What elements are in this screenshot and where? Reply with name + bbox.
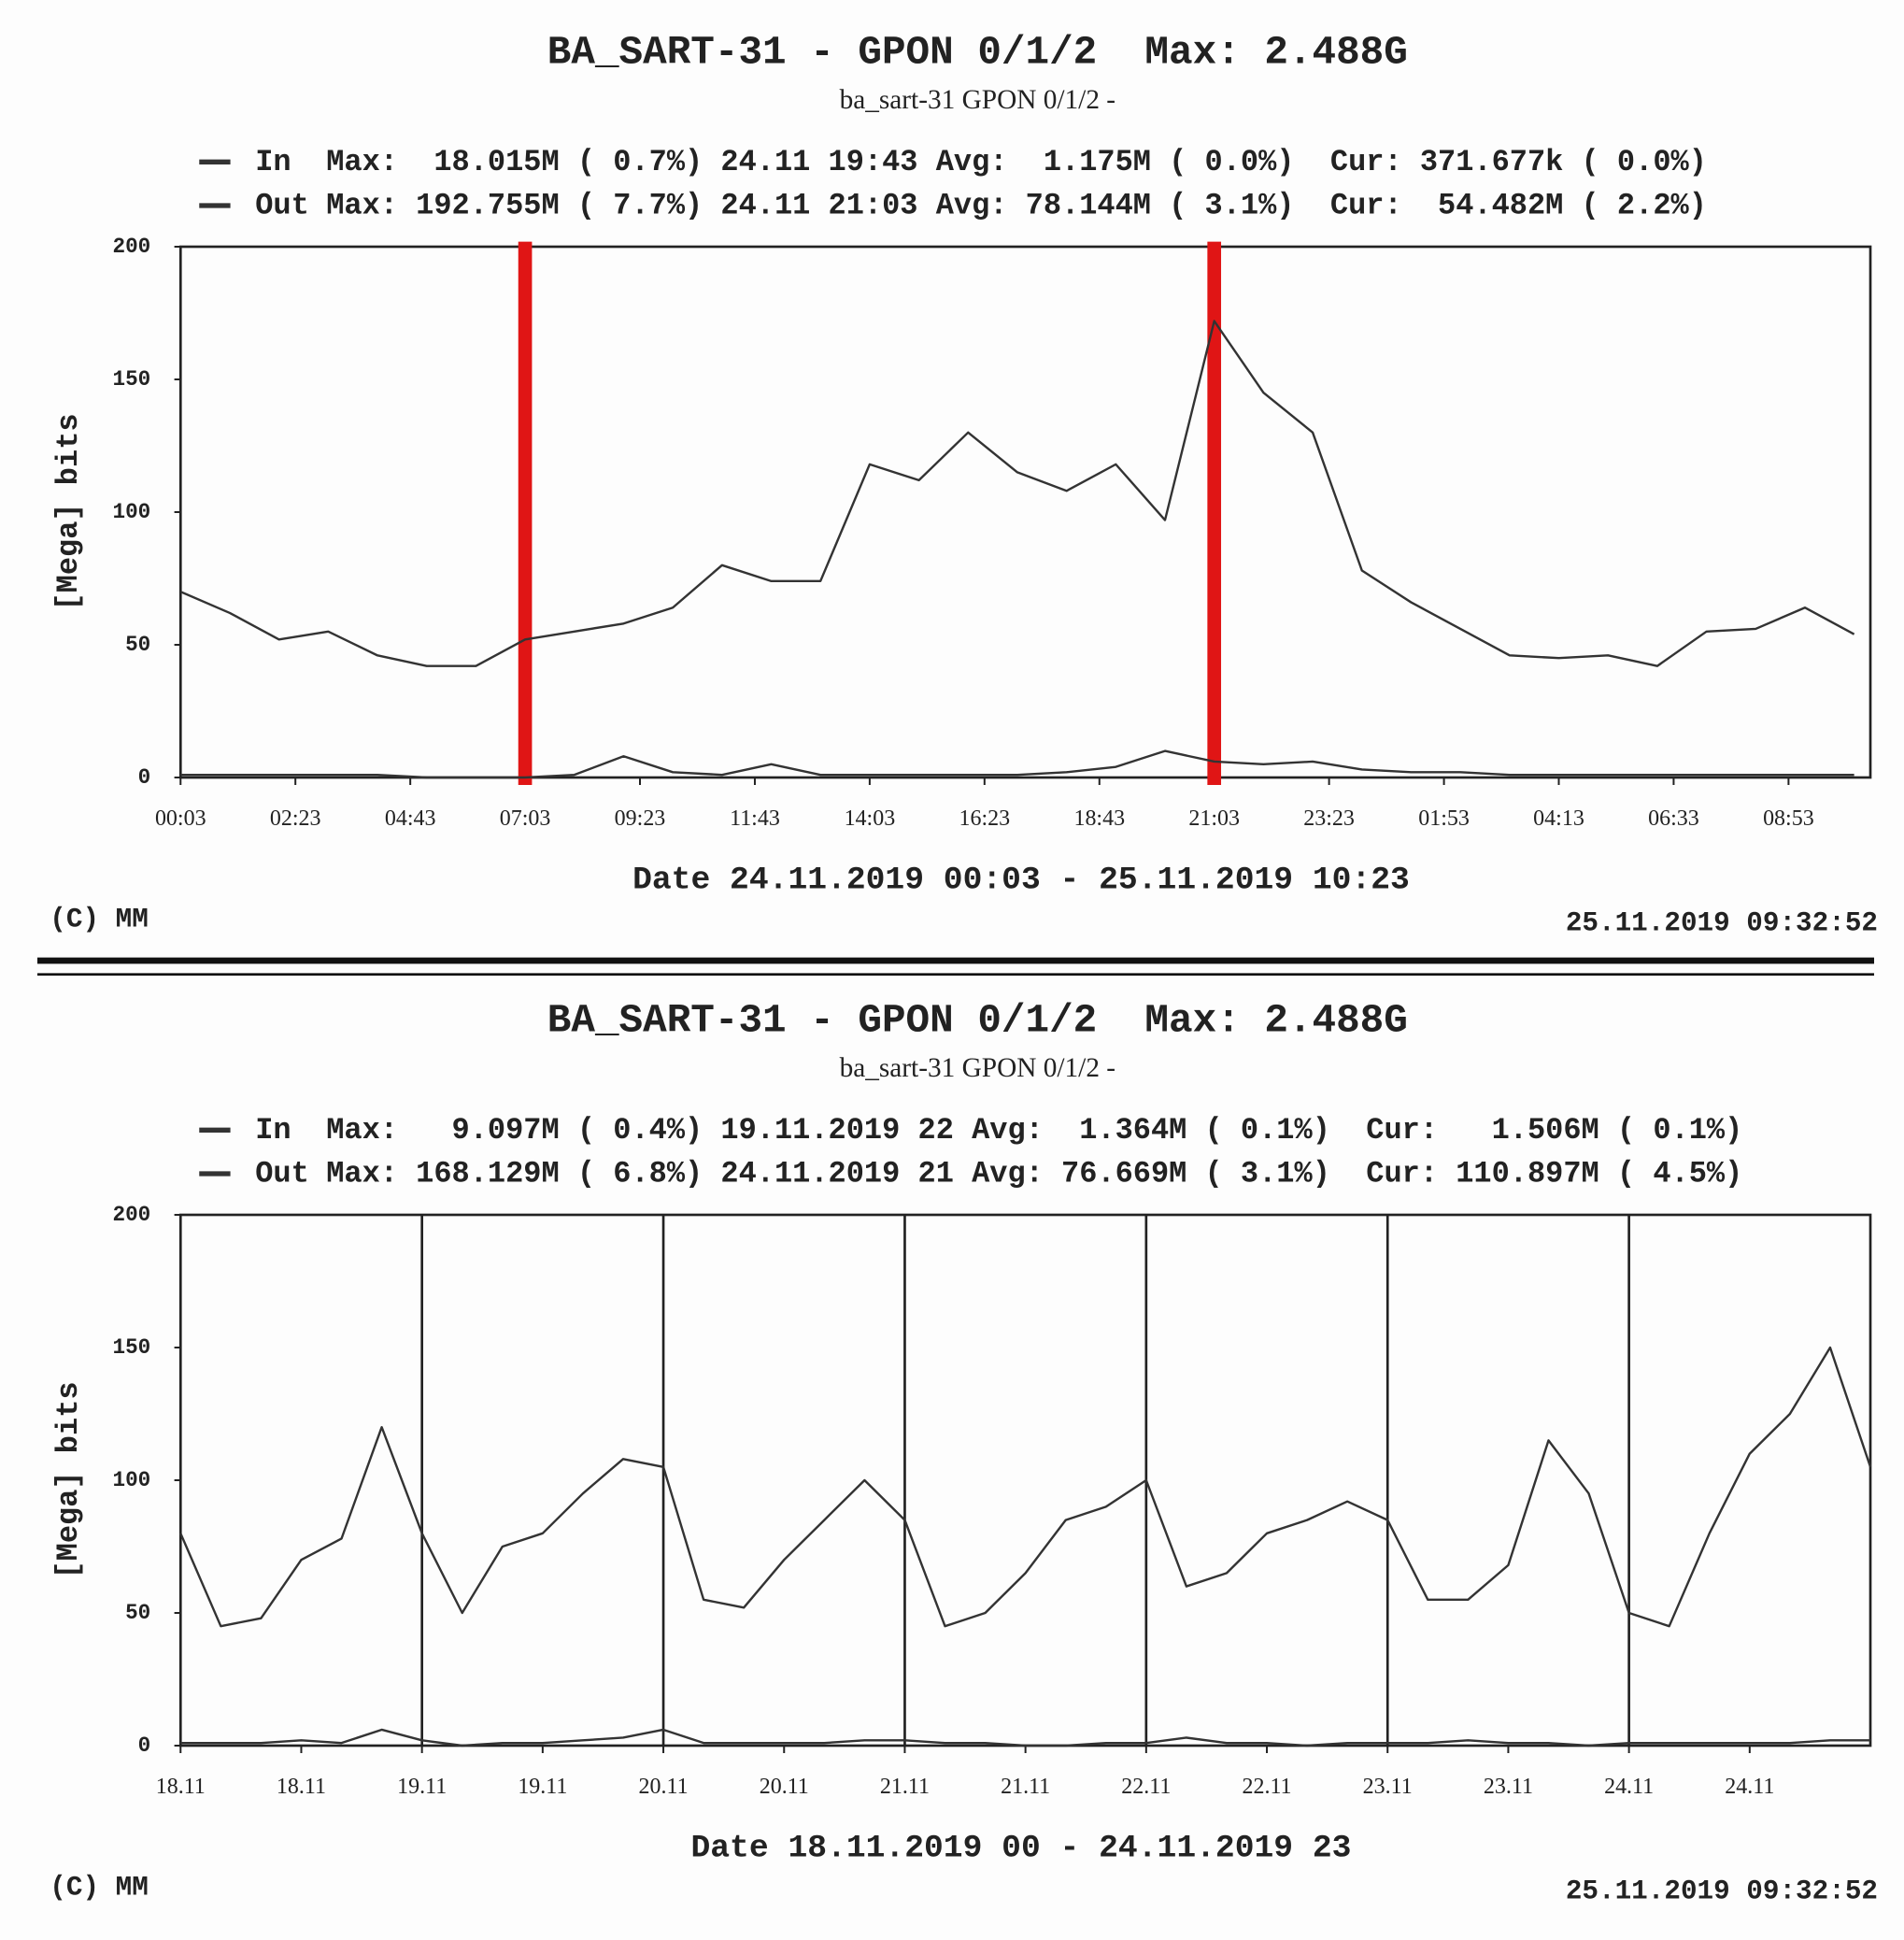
x-tick-label: 21:03 — [1188, 806, 1240, 831]
x-tick-label: 08:53 — [1763, 806, 1814, 831]
x-tick-label: 23.11 — [1363, 1775, 1413, 1799]
legend-label: Out — [255, 188, 309, 222]
x-tick-label: 20.11 — [639, 1775, 689, 1799]
x-tick-label: 24.11 — [1725, 1775, 1774, 1799]
legend-summary: Max: 168.129M ( 6.8%) 24.11.2019 21 Avg:… — [326, 1156, 1742, 1191]
y-tick-label: 50 — [125, 1601, 150, 1625]
x-tick-label: 14:03 — [845, 806, 896, 831]
footer-right: 25.11.2019 09:32:52 — [1566, 908, 1878, 939]
x-tick-label: 04:43 — [385, 806, 436, 831]
x-axis-label: Date 24.11.2019 00:03 - 25.11.2019 10:23 — [632, 862, 1410, 898]
x-tick-label: 19.11 — [518, 1775, 567, 1799]
y-tick-label: 100 — [112, 500, 150, 524]
x-tick-label: 11:43 — [730, 806, 780, 831]
y-axis-label: [Mega] bits — [51, 413, 86, 610]
footer-right: 25.11.2019 09:32:52 — [1566, 1876, 1878, 1907]
x-tick-label: 20.11 — [760, 1775, 809, 1799]
x-tick-label: 21.11 — [1001, 1775, 1050, 1799]
chart-title: BA_SART-31 - GPON 0/1/2 Max: 2.488G — [547, 29, 1408, 75]
legend-summary: Max: 9.097M ( 0.4%) 19.11.2019 22 Avg: 1… — [326, 1113, 1742, 1148]
chart-subtitle: ba_sart-31 GPON 0/1/2 - — [840, 85, 1115, 115]
x-tick-label: 22.11 — [1121, 1775, 1171, 1799]
x-axis-label: Date 18.11.2019 00 - 24.11.2019 23 — [690, 1830, 1351, 1866]
legend-label: In — [255, 1113, 291, 1148]
x-tick-label: 16:23 — [959, 806, 1010, 831]
y-tick-label: 100 — [112, 1468, 150, 1492]
chart-subtitle: ba_sart-31 GPON 0/1/2 - — [840, 1053, 1115, 1083]
x-tick-label: 23:23 — [1303, 806, 1355, 831]
x-tick-label: 18:43 — [1073, 806, 1125, 831]
y-tick-label: 0 — [138, 765, 151, 790]
footer-left: (C) MM — [50, 905, 149, 935]
y-tick-label: 50 — [125, 633, 150, 657]
series-line — [179, 320, 1855, 667]
legend-label: In — [255, 145, 291, 179]
x-tick-label: 04:13 — [1533, 806, 1584, 831]
x-tick-label: 02:23 — [270, 806, 321, 831]
series-line — [180, 1728, 1871, 1747]
x-tick-label: 18.11 — [277, 1775, 326, 1799]
x-tick-label: 07:03 — [500, 806, 551, 831]
x-tick-label: 00:03 — [155, 806, 206, 831]
x-tick-label: 19.11 — [397, 1775, 447, 1799]
x-tick-label: 18.11 — [156, 1775, 206, 1799]
y-tick-label: 200 — [112, 235, 150, 259]
x-tick-label: 24.11 — [1604, 1775, 1654, 1799]
x-tick-label: 09:23 — [615, 806, 666, 831]
y-tick-label: 0 — [138, 1733, 151, 1758]
y-tick-label: 150 — [112, 367, 150, 392]
series-line — [179, 1346, 1872, 1628]
x-tick-label: 06:33 — [1648, 806, 1699, 831]
y-tick-label: 150 — [112, 1335, 150, 1360]
x-tick-label: 01:53 — [1418, 806, 1470, 831]
legend-label: Out — [255, 1156, 309, 1191]
x-tick-label: 23.11 — [1484, 1775, 1533, 1799]
footer-left: (C) MM — [50, 1873, 149, 1904]
legend-summary: Max: 192.755M ( 7.7%) 24.11 21:03 Avg: 7… — [326, 188, 1707, 222]
x-tick-label: 21.11 — [880, 1775, 930, 1799]
x-tick-label: 22.11 — [1242, 1775, 1291, 1799]
chart-title: BA_SART-31 - GPON 0/1/2 Max: 2.488G — [547, 997, 1408, 1043]
y-tick-label: 200 — [112, 1203, 150, 1227]
legend-summary: Max: 18.015M ( 0.7%) 24.11 19:43 Avg: 1.… — [326, 145, 1707, 179]
series-line — [180, 749, 1854, 779]
y-axis-label: [Mega] bits — [51, 1381, 86, 1578]
